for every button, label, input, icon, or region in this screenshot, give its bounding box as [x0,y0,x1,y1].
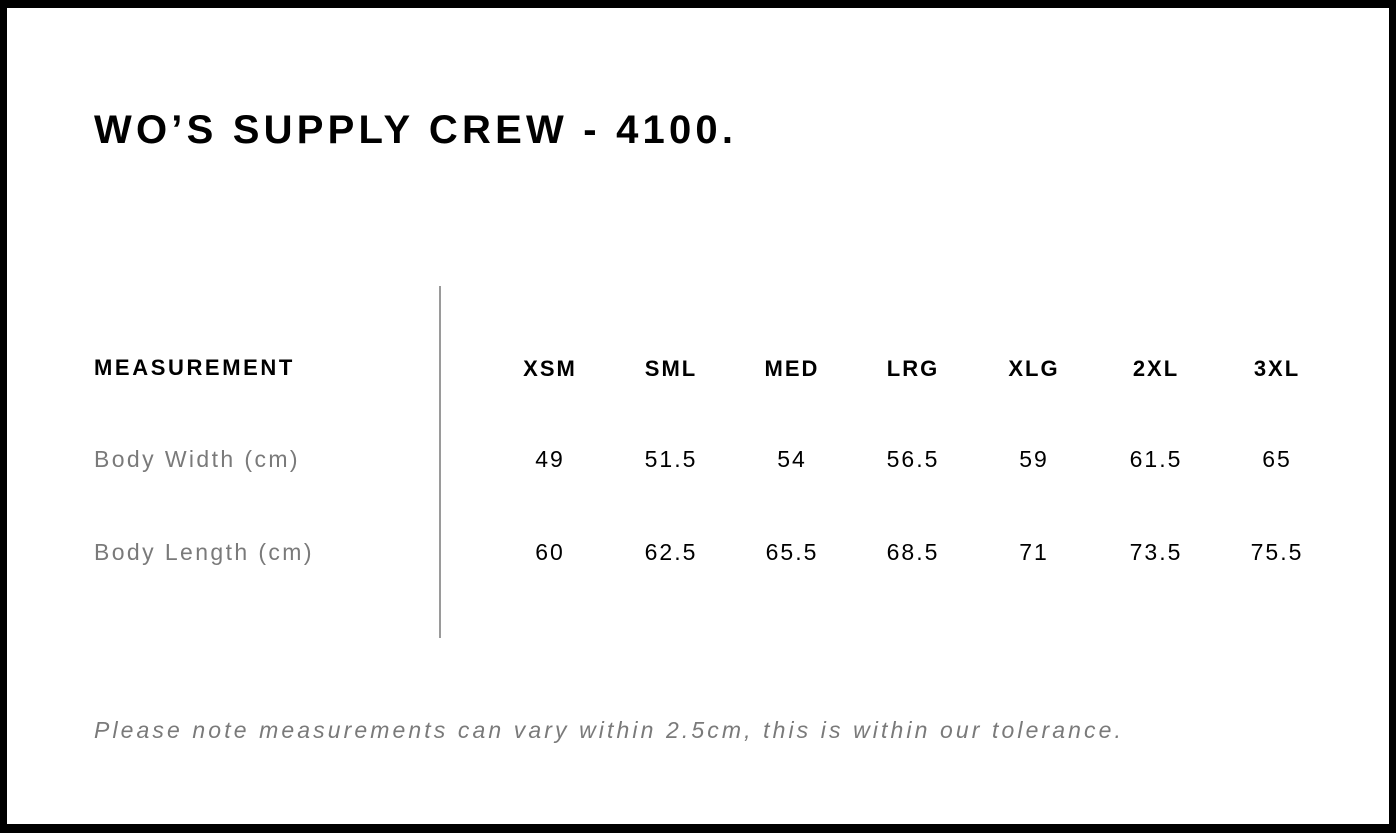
table-cell: 49 [535,446,565,472]
size-header: XSM [523,356,577,381]
size-header: MED [764,356,820,381]
header-measurement: MEASUREMENT [94,355,295,380]
table-cell: 71 [1019,539,1049,565]
table-cell: 60 [535,539,565,565]
table-cell: 68.5 [886,539,940,565]
table-cell: 73.5 [1129,539,1183,565]
table-cell: 56.5 [886,446,940,472]
tolerance-note: Please note measurements can vary within… [94,717,1125,743]
size-header: 3XL [1253,356,1301,381]
size-header: LRG [886,356,940,381]
table-cell: 62.5 [644,539,698,565]
size-header: XLG [1008,356,1060,381]
table-cell: 59 [1019,446,1049,472]
row-label-body-length: Body Length (cm) [94,539,314,565]
table-cell: 65.5 [765,539,819,565]
table-cell: 61.5 [1129,446,1183,472]
row-label-body-width: Body Width (cm) [94,446,300,472]
size-header: 2XL [1132,356,1180,381]
table-cell: 51.5 [644,446,698,472]
table-cell: 65 [1262,446,1292,472]
size-header: SML [644,356,698,381]
page-title: WO’S SUPPLY CREW - 4100. [94,108,738,152]
column-divider [439,286,441,638]
table-cell: 75.5 [1250,539,1304,565]
table-cell: 54 [777,446,807,472]
size-chart-card: WO’S SUPPLY CREW - 4100. MEASUREMENT Bod… [7,8,1389,824]
